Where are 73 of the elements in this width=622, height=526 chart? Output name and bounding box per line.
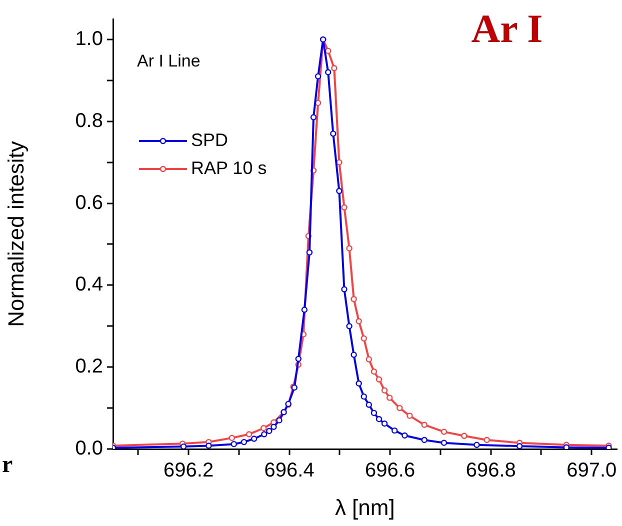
y-tick-label: 0.8 — [75, 110, 103, 132]
y-tick-label: 1.0 — [75, 28, 103, 50]
point — [376, 376, 382, 382]
x-tick-label: 696.4 — [264, 460, 314, 482]
x-axis-title: λ [nm] — [334, 494, 395, 520]
point — [421, 436, 428, 444]
text: r — [2, 452, 13, 478]
point — [356, 380, 362, 387]
point — [314, 73, 322, 80]
point — [240, 438, 248, 446]
point — [346, 323, 352, 330]
point — [260, 425, 267, 432]
point — [306, 249, 313, 256]
point — [314, 100, 322, 106]
point — [381, 420, 388, 427]
point — [276, 417, 282, 424]
x-tick-label: 696.6 — [365, 460, 416, 482]
point — [484, 436, 490, 444]
point — [228, 434, 235, 442]
point — [180, 443, 187, 449]
x-tick-label: 696.2 — [164, 460, 214, 482]
point — [461, 432, 468, 439]
point — [366, 356, 372, 362]
point — [266, 428, 272, 434]
point — [270, 424, 277, 430]
point — [346, 245, 352, 252]
y-tick-label: 0.6 — [75, 192, 103, 214]
point — [360, 393, 367, 400]
point — [563, 444, 570, 449]
point — [366, 402, 372, 408]
point — [381, 387, 388, 394]
point — [440, 440, 448, 446]
point — [440, 428, 448, 435]
point — [376, 416, 382, 422]
point — [230, 440, 238, 448]
x-tick-label: 696.8 — [466, 460, 516, 482]
point — [330, 130, 336, 137]
point — [301, 306, 308, 313]
chart-title: Ar I — [471, 6, 543, 51]
point — [250, 436, 258, 442]
point — [386, 394, 393, 401]
point — [370, 410, 378, 416]
point — [325, 69, 332, 76]
point — [406, 412, 413, 419]
point — [402, 432, 408, 439]
point — [341, 286, 348, 292]
x-tick-label: 697.0 — [566, 460, 617, 482]
y-tick-label: 0.4 — [75, 274, 103, 296]
point — [516, 443, 523, 449]
point — [392, 427, 398, 434]
point — [356, 318, 362, 324]
legend-label: RAP 10 s — [191, 158, 267, 178]
point — [336, 188, 342, 194]
point — [350, 352, 357, 358]
point — [396, 404, 403, 412]
point — [421, 422, 428, 428]
point — [331, 65, 338, 72]
point — [360, 335, 367, 342]
legend-label: SPD — [191, 130, 228, 150]
point — [325, 48, 332, 54]
point — [310, 114, 317, 120]
annotation: Ar I Line — [137, 52, 200, 71]
y-tick-label: 0.2 — [75, 356, 103, 378]
point — [261, 431, 268, 438]
point — [206, 442, 212, 449]
point — [350, 296, 357, 302]
y-tick-label: 0.0 — [75, 438, 103, 460]
point — [474, 442, 480, 448]
point — [370, 368, 378, 375]
y-axis-title: Normalized intesity — [3, 141, 28, 327]
point — [295, 356, 302, 362]
point — [246, 431, 252, 438]
point — [341, 204, 348, 210]
